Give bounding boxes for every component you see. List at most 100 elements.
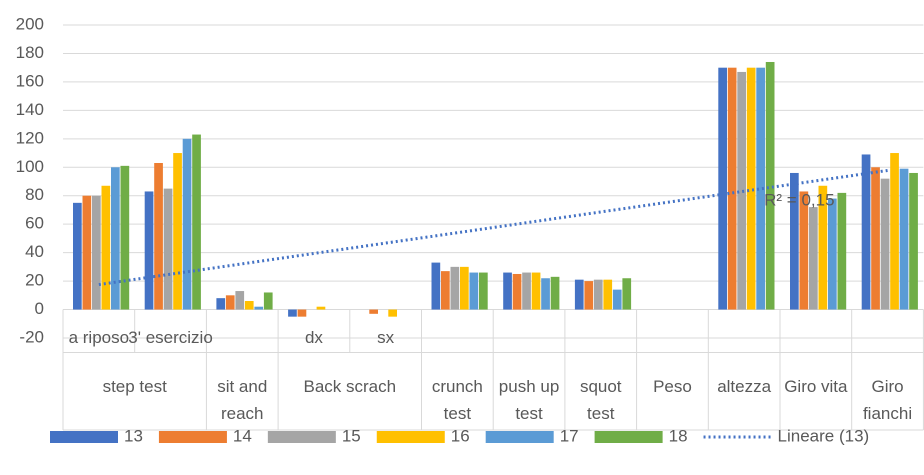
group-label: Back scrach [303, 376, 397, 396]
bar [244, 301, 254, 310]
bar [316, 306, 326, 310]
bar [574, 279, 584, 310]
y-tick-label: 140 [16, 100, 44, 119]
bar [144, 191, 154, 310]
bar [460, 266, 469, 310]
y-tick-label: 200 [16, 14, 44, 33]
bar [550, 276, 560, 310]
group-label: Peso [653, 376, 692, 396]
bar [441, 271, 450, 310]
bar [297, 309, 307, 317]
bar [503, 272, 512, 310]
bar [809, 207, 818, 310]
legend-label: 18 [669, 426, 688, 445]
bar [909, 172, 918, 310]
bar [541, 278, 550, 310]
bar [154, 163, 163, 310]
bar [192, 134, 201, 310]
group-label: step test [102, 376, 167, 396]
bar [120, 165, 130, 310]
bar [622, 278, 632, 310]
bar [512, 273, 522, 310]
legend-swatch [594, 431, 663, 443]
y-tick-label: 80 [25, 185, 44, 204]
bar [73, 202, 82, 310]
bar [861, 154, 871, 310]
legend-label: 16 [451, 426, 470, 445]
bar [388, 309, 397, 317]
legend-swatch [50, 431, 118, 443]
legend-label: 13 [124, 426, 143, 445]
legend-swatch [158, 431, 227, 443]
bar [182, 138, 192, 310]
bar [101, 185, 111, 310]
bar [173, 153, 182, 310]
group-label: altezza [717, 376, 772, 396]
bar [479, 272, 488, 310]
y-tick-label: 160 [16, 71, 44, 90]
bar [216, 298, 226, 310]
bar [593, 279, 603, 310]
legend-swatch [376, 431, 445, 443]
group-label: Giro vita [784, 376, 848, 396]
x-tick-label: dx [305, 328, 323, 347]
legend-label: 14 [233, 426, 252, 445]
legend-swatch [485, 431, 554, 443]
group-label: sit and reach [217, 376, 268, 423]
legend-label: Lineare (13) [778, 426, 870, 445]
group-label: crunch test [431, 376, 483, 423]
y-tick-label: 180 [16, 43, 44, 62]
bar [790, 172, 799, 310]
bar [522, 272, 531, 310]
group-label: push up test [498, 376, 560, 423]
y-tick-label: 60 [25, 214, 44, 233]
bar [450, 266, 460, 310]
y-tick-label: 20 [25, 271, 44, 290]
bar [799, 191, 809, 310]
bar [746, 67, 756, 310]
bar [163, 188, 173, 310]
bar [288, 309, 297, 317]
bar [718, 67, 727, 310]
bar [737, 71, 746, 310]
y-tick-label: 100 [16, 157, 44, 176]
bar [254, 306, 264, 310]
bar [531, 272, 541, 310]
r2-label: R² = 0,15 [764, 191, 834, 210]
legend-label: 17 [560, 426, 579, 445]
legend-swatch [267, 431, 336, 443]
group-label: Giro fianchi [862, 376, 913, 423]
bar [899, 168, 909, 310]
y-tick-label: 0 [35, 299, 44, 318]
x-tick-label: 3' esercizio [128, 328, 213, 347]
bar [603, 279, 613, 310]
bar [92, 195, 101, 310]
bar [765, 61, 775, 310]
group-label: squot test [579, 376, 622, 423]
bar [756, 67, 765, 310]
bar [111, 167, 120, 310]
bar [584, 281, 594, 310]
y-tick-label: 40 [25, 242, 44, 261]
bar [369, 309, 378, 314]
bar [828, 198, 837, 310]
y-tick-label: -20 [19, 327, 44, 346]
bar [818, 185, 828, 310]
bar [612, 289, 622, 310]
bar [225, 295, 235, 310]
legend-label: 15 [342, 426, 361, 445]
bar [469, 272, 479, 310]
y-tick-label: 120 [16, 128, 44, 147]
bar [263, 292, 273, 310]
bar [727, 67, 737, 310]
x-tick-label: sx [377, 328, 395, 347]
x-tick-label: a riposo [69, 328, 129, 347]
bar [871, 167, 880, 310]
bar [431, 262, 441, 310]
bar [235, 291, 245, 310]
bar [890, 153, 899, 310]
bar [837, 192, 847, 310]
bar [82, 195, 92, 310]
